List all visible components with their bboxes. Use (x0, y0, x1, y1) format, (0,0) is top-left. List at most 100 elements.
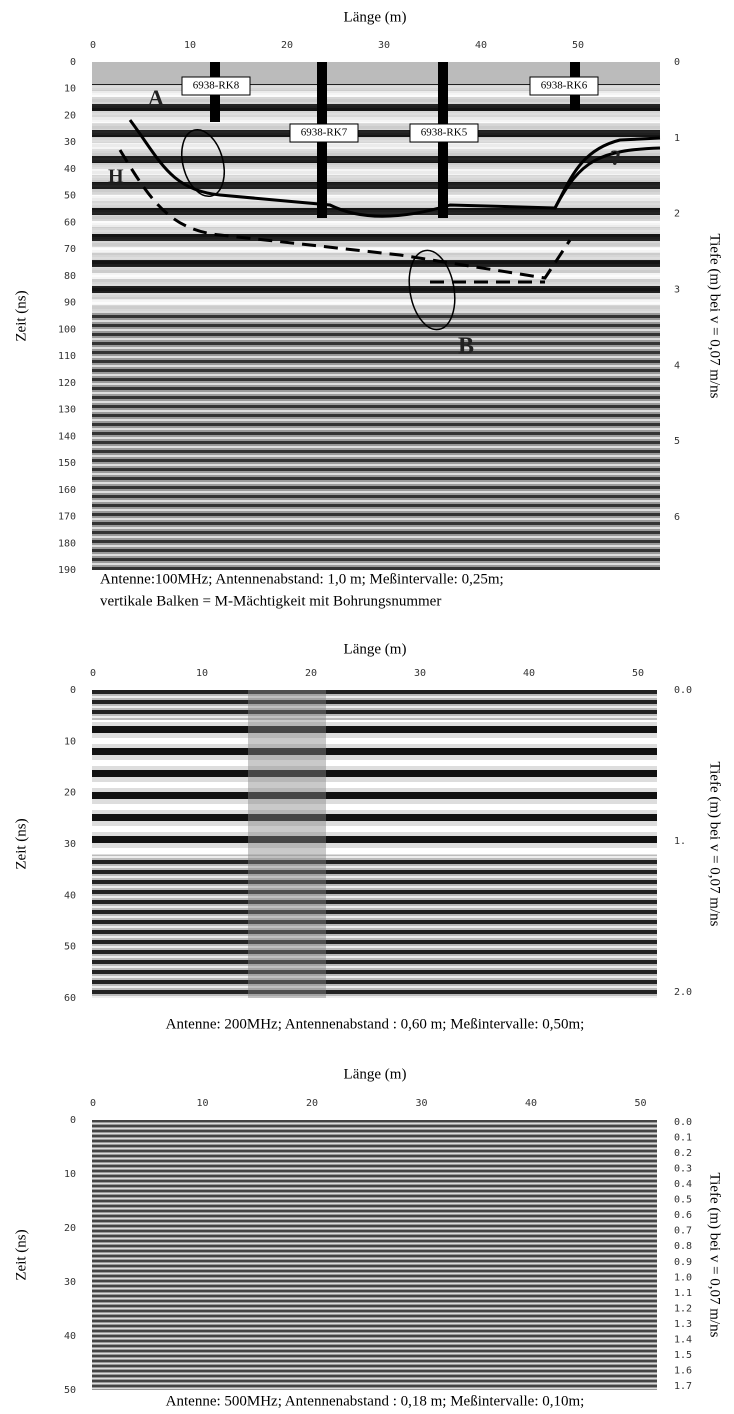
y2-tick-label: 0.0 (674, 1117, 692, 1128)
y-tick-label: 130 (58, 405, 76, 416)
annotation: A (148, 85, 164, 110)
y2-tick-label: 6 (674, 512, 680, 523)
y2-tick-label: 1.5 (674, 1350, 692, 1361)
axis-title: Länge (m) (344, 641, 407, 657)
y2-tick-label: 0.0 (674, 685, 692, 696)
y-tick-label: 30 (64, 839, 76, 850)
y-tick-label: 40 (64, 1331, 76, 1342)
y-tick-label: 40 (64, 164, 76, 175)
y-tick-label: 110 (58, 351, 76, 362)
y-axis-label: Zeit (ns) (13, 290, 29, 341)
ellipse (181, 129, 225, 197)
x-tick-label: 0 (90, 1098, 96, 1109)
interface-line (128, 119, 661, 218)
caption: Antenne:100MHz; Antennenabstand: 1,0 m; … (100, 571, 504, 587)
y-tick-label: 60 (64, 217, 76, 228)
y2-tick-label: 1.3 (674, 1319, 692, 1330)
borehole-box (181, 76, 251, 96)
interface-line (553, 146, 661, 209)
y-tick-label: 0 (70, 57, 76, 68)
y2-tick-label: 0.7 (674, 1226, 692, 1237)
dashed-line (118, 149, 572, 280)
x-tick-label: 40 (475, 40, 487, 51)
ellipse (408, 249, 456, 331)
axis-title: Länge (m) (344, 1066, 407, 1082)
x-tick-label: 10 (196, 668, 208, 679)
y2-tick-label: 0.5 (674, 1195, 692, 1206)
y2-tick-label: 1.2 (674, 1303, 692, 1314)
y-tick-label: 40 (64, 890, 76, 901)
y2-tick-label: 1.4 (674, 1334, 692, 1345)
x-tick-label: 40 (525, 1098, 537, 1109)
y-tick-label: 90 (64, 298, 76, 309)
y-tick-label: 50 (64, 1385, 76, 1396)
x-tick-label: 50 (632, 668, 644, 679)
caption: vertikale Balken = M-Mächtigkeit mit Boh… (100, 593, 441, 609)
radargram-band (92, 720, 657, 855)
y2-axis-label: Tiefe (m) bei v = 0,07 m/ns (707, 234, 723, 399)
x-tick-label: 40 (523, 668, 535, 679)
y2-tick-label: 0.4 (674, 1179, 692, 1190)
y-axis-label: Zeit (ns) (13, 818, 29, 869)
annotation: ? (610, 145, 621, 170)
y-tick-label: 10 (64, 84, 76, 95)
y-tick-label: 30 (64, 137, 76, 148)
borehole-label: 6938-RK8 (193, 80, 240, 92)
borehole-label: 6938-RK7 (301, 127, 348, 139)
y-tick-label: 20 (64, 1223, 76, 1234)
axis-title: Länge (m) (344, 9, 407, 25)
y-axis-label: Zeit (ns) (13, 1229, 29, 1280)
y2-tick-label: 1 (674, 133, 680, 144)
y2-tick-label: 0.1 (674, 1133, 692, 1144)
caption: Antenne: 500MHz; Antennenabstand : 0,18 … (166, 1393, 585, 1409)
y2-tick-label: 0 (674, 57, 680, 68)
x-tick-label: 30 (378, 40, 390, 51)
radargram-zone (248, 690, 326, 998)
y2-tick-label: 5 (674, 436, 680, 447)
borehole-label: 6938-RK6 (541, 80, 588, 92)
y-tick-label: 170 (58, 512, 76, 523)
y-tick-label: 80 (64, 271, 76, 282)
y2-tick-label: 2 (674, 209, 680, 220)
y2-tick-label: 0.9 (674, 1257, 692, 1268)
y2-tick-label: 1. (674, 836, 686, 847)
borehole-box (529, 76, 599, 96)
y-tick-label: 100 (58, 324, 76, 335)
y2-tick-label: 1.6 (674, 1365, 692, 1376)
x-tick-label: 30 (415, 1098, 427, 1109)
y2-tick-label: 1.7 (674, 1381, 692, 1392)
y-tick-label: 20 (64, 788, 76, 799)
y-tick-label: 50 (64, 942, 76, 953)
x-tick-label: 20 (306, 1098, 318, 1109)
x-tick-label: 10 (196, 1098, 208, 1109)
y2-tick-label: 4 (674, 360, 680, 371)
y2-tick-label: 0.8 (674, 1241, 692, 1252)
y2-tick-label: 1.1 (674, 1288, 692, 1299)
x-tick-label: 10 (184, 40, 196, 51)
borehole-box (409, 123, 479, 143)
y-tick-label: 30 (64, 1277, 76, 1288)
annotation: B (458, 334, 474, 360)
y2-axis-label: Tiefe (m) bei v = 0,07 m/ns (707, 1173, 723, 1338)
caption: Antenne: 200MHz; Antennenabstand : 0,60 … (166, 1016, 585, 1032)
x-tick-label: 20 (305, 668, 317, 679)
y-tick-label: 0 (70, 685, 76, 696)
y-tick-label: 120 (58, 378, 76, 389)
y-tick-label: 50 (64, 191, 76, 202)
y-tick-label: 160 (58, 485, 76, 496)
y-tick-label: 20 (64, 110, 76, 121)
y-tick-label: 60 (64, 993, 76, 1004)
y-tick-label: 140 (58, 431, 76, 442)
x-tick-label: 30 (414, 668, 426, 679)
y-tick-label: 0 (70, 1115, 76, 1126)
y2-tick-label: 0.3 (674, 1164, 692, 1175)
borehole-label: 6938-RK5 (421, 127, 468, 139)
borehole-box (289, 123, 359, 143)
y2-tick-label: 0.2 (674, 1148, 692, 1159)
y-tick-label: 150 (58, 458, 76, 469)
y2-tick-label: 3 (674, 285, 680, 296)
y2-tick-label: 2.0 (674, 987, 692, 998)
x-tick-label: 50 (634, 1098, 646, 1109)
y-tick-label: 180 (58, 538, 76, 549)
